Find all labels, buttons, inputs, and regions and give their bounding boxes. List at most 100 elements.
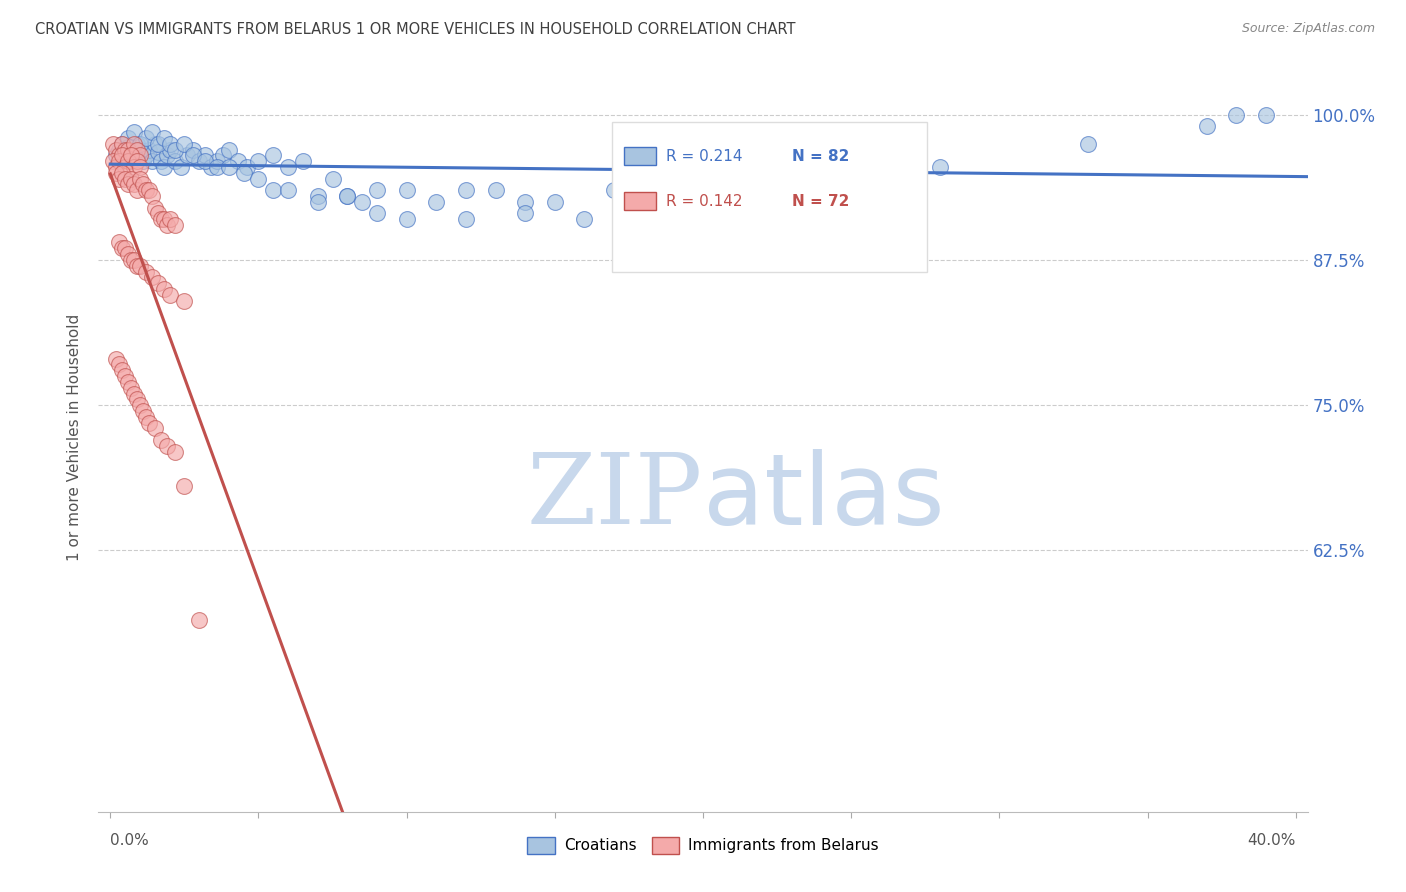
Point — [125, 154, 148, 169]
Point — [103, 136, 125, 151]
Point — [544, 194, 567, 209]
Point — [194, 148, 217, 162]
Point — [117, 247, 139, 261]
Point — [141, 270, 163, 285]
Text: N = 72: N = 72 — [793, 194, 849, 209]
Point — [129, 171, 152, 186]
Point — [114, 171, 136, 186]
Point — [1254, 108, 1277, 122]
Point — [159, 212, 181, 227]
Point — [165, 143, 187, 157]
Point — [484, 183, 506, 197]
Point — [751, 160, 773, 174]
Point — [226, 154, 249, 169]
Point — [135, 183, 157, 197]
Point — [132, 154, 155, 169]
Point — [235, 160, 257, 174]
Point — [200, 160, 222, 174]
Point — [117, 154, 139, 169]
Point — [395, 212, 418, 227]
Point — [138, 183, 160, 197]
Point — [103, 154, 125, 169]
Point — [291, 154, 314, 169]
Point — [366, 183, 388, 197]
Point — [141, 189, 163, 203]
Point — [336, 189, 359, 203]
Point — [146, 145, 169, 159]
Point — [152, 212, 174, 227]
Point — [603, 183, 626, 197]
Point — [152, 160, 174, 174]
Point — [515, 194, 537, 209]
Point — [105, 160, 128, 174]
Point — [165, 154, 187, 169]
Point — [122, 178, 145, 192]
Point — [138, 416, 160, 430]
Point — [839, 154, 862, 169]
Point — [262, 183, 284, 197]
Text: R = 0.142: R = 0.142 — [665, 194, 742, 209]
Point — [108, 235, 131, 250]
Text: N = 82: N = 82 — [793, 149, 849, 163]
Text: 0.0%: 0.0% — [110, 832, 149, 847]
Point — [165, 444, 187, 458]
Point — [307, 194, 329, 209]
Point — [366, 206, 388, 220]
Point — [159, 287, 181, 301]
FancyBboxPatch shape — [624, 147, 655, 165]
Point — [159, 136, 181, 151]
Point — [454, 212, 477, 227]
Point — [114, 369, 136, 384]
Point — [108, 154, 131, 169]
Point — [454, 183, 477, 197]
Point — [141, 154, 163, 169]
Point — [105, 351, 128, 366]
Point — [149, 433, 172, 447]
Point — [108, 148, 131, 162]
Point — [155, 439, 177, 453]
FancyBboxPatch shape — [624, 192, 655, 210]
Text: atlas: atlas — [703, 449, 945, 546]
Point — [111, 148, 134, 162]
Point — [929, 160, 952, 174]
Point — [165, 218, 187, 232]
Point — [336, 189, 359, 203]
Point — [135, 131, 157, 145]
Point — [218, 143, 240, 157]
Point — [173, 136, 195, 151]
Point — [129, 148, 152, 162]
Point — [322, 171, 344, 186]
Point — [146, 276, 169, 290]
Point — [262, 148, 284, 162]
Text: CROATIAN VS IMMIGRANTS FROM BELARUS 1 OR MORE VEHICLES IN HOUSEHOLD CORRELATION : CROATIAN VS IMMIGRANTS FROM BELARUS 1 OR… — [35, 22, 796, 37]
Point — [111, 166, 134, 180]
Point — [129, 143, 152, 157]
Point — [129, 160, 152, 174]
Point — [205, 154, 228, 169]
Point — [152, 282, 174, 296]
Point — [120, 148, 142, 162]
Point — [155, 218, 177, 232]
Point — [141, 125, 163, 139]
Point — [232, 166, 254, 180]
Point — [138, 143, 160, 157]
Point — [247, 154, 270, 169]
Point — [120, 252, 142, 267]
Point — [188, 613, 211, 627]
FancyBboxPatch shape — [613, 122, 927, 272]
Point — [129, 398, 152, 412]
Point — [352, 194, 374, 209]
Point — [135, 409, 157, 424]
Point — [135, 148, 157, 162]
Point — [143, 201, 166, 215]
Point — [780, 183, 803, 197]
Point — [173, 293, 195, 308]
Point — [105, 148, 128, 162]
Point — [155, 148, 177, 162]
Point — [307, 189, 329, 203]
Point — [662, 183, 685, 197]
Point — [143, 421, 166, 435]
Point — [125, 143, 148, 157]
Point — [111, 136, 134, 151]
Point — [125, 136, 148, 151]
